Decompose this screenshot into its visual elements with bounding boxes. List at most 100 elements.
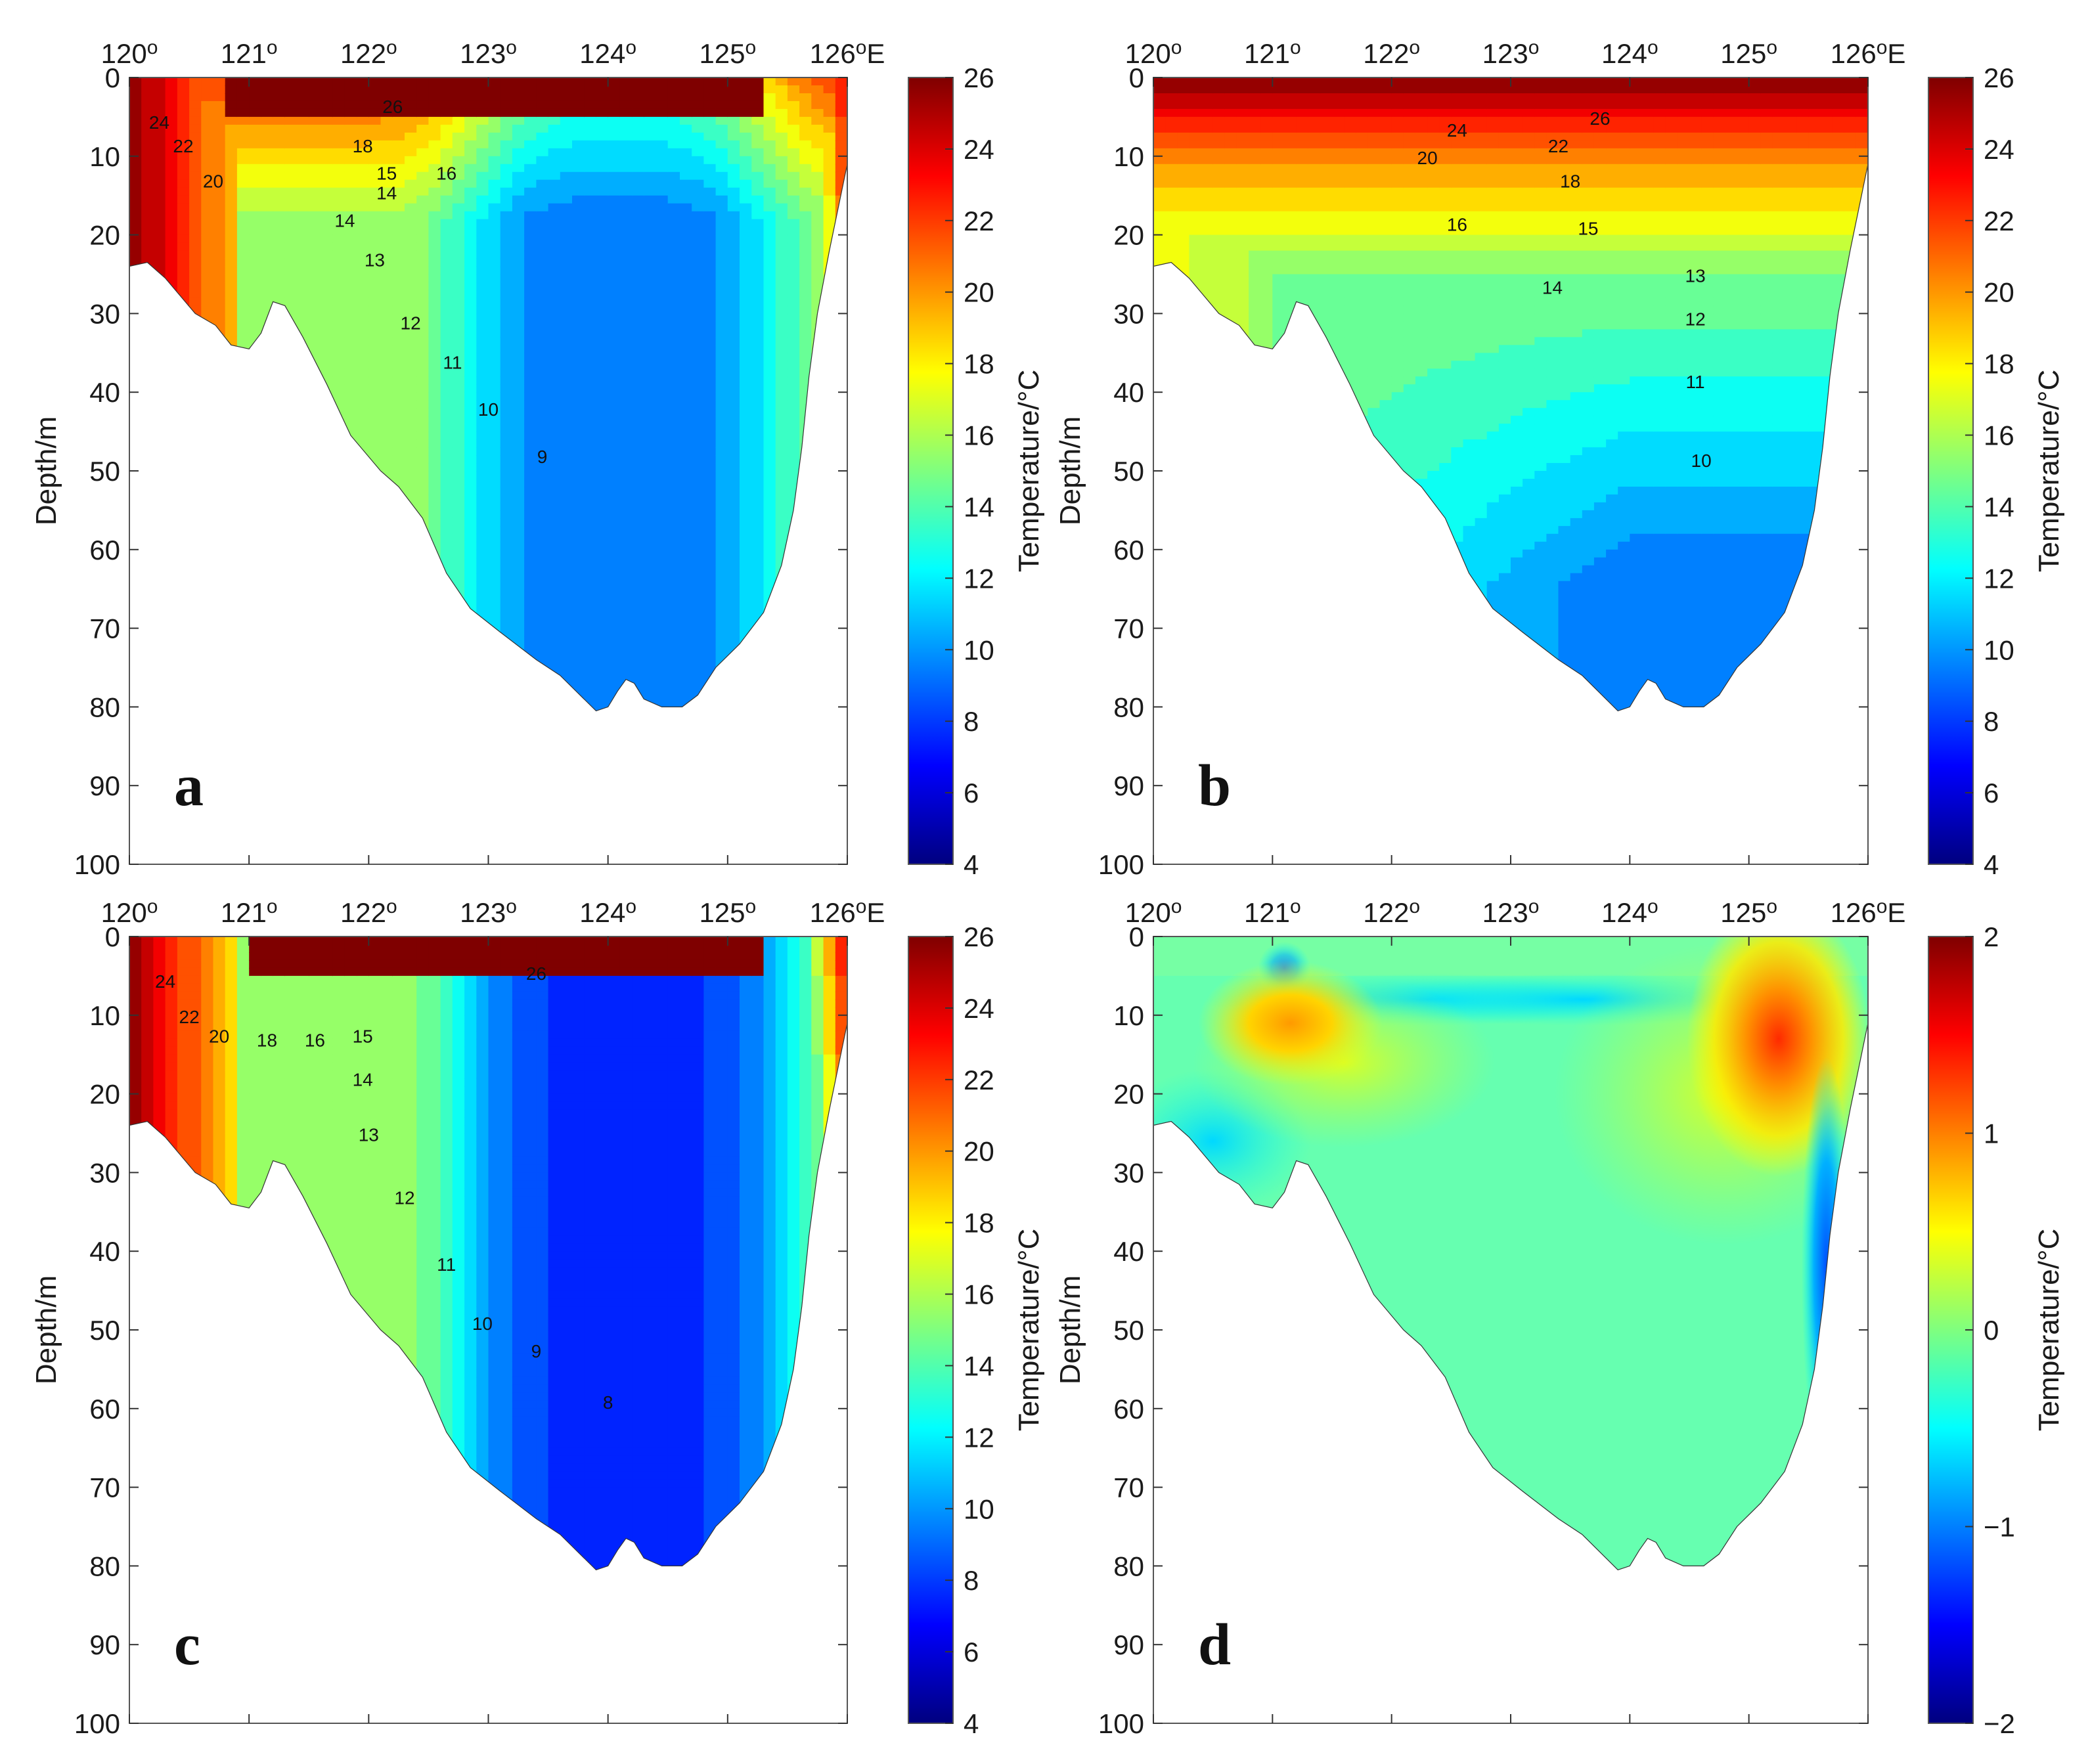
temperature-cell (763, 77, 776, 86)
temperature-cell (189, 298, 202, 307)
temperature-cell (667, 533, 680, 542)
temperature-cell (488, 250, 501, 259)
temperature-cell (680, 424, 692, 432)
temperature-cell (273, 518, 286, 527)
temperature-cell (584, 234, 597, 244)
temperature-cell (225, 313, 238, 322)
temperature-cell (787, 573, 800, 582)
temperature-cell (416, 219, 430, 228)
temperature-cell (823, 549, 836, 558)
temperature-cell (165, 156, 178, 165)
temperature-cell (201, 628, 214, 637)
temperature-cell (129, 282, 142, 291)
temperature-cell (129, 636, 142, 645)
temperature-cell (751, 510, 765, 519)
temperature-cell (141, 171, 154, 181)
temperature-cell (297, 211, 309, 220)
temperature-cell (165, 329, 178, 338)
temperature-cell (321, 455, 334, 464)
temperature-cell (332, 667, 345, 676)
temperature-cell (775, 392, 788, 401)
temperature-cell (835, 108, 847, 118)
temperature-cell (632, 156, 645, 165)
temperature-cell (273, 93, 286, 102)
temperature-cell (799, 266, 812, 275)
temperature-cell (177, 581, 190, 590)
temperature-cell (823, 463, 836, 472)
temperature-cell (213, 659, 226, 669)
temperature-cell (405, 242, 417, 252)
temperature-cell (213, 636, 226, 645)
temperature-cell (548, 93, 561, 102)
temperature-cell (476, 384, 489, 393)
temperature-cell (763, 533, 776, 542)
temperature-cell (153, 408, 166, 416)
temperature-cell (368, 282, 382, 291)
temperature-cell (416, 345, 430, 354)
temperature-cell (344, 195, 357, 204)
temperature-cell (464, 187, 478, 196)
temperature-cell (536, 361, 549, 370)
temperature-cell (715, 416, 728, 424)
temperature-cell (357, 148, 370, 157)
temperature-cell (764, 715, 776, 723)
temperature-cell (177, 699, 190, 708)
temperature-cell (775, 329, 788, 338)
temperature-cell (751, 148, 765, 157)
temperature-cell (488, 164, 501, 173)
temperature-cell (177, 258, 190, 267)
temperature-cell (667, 604, 680, 613)
temperature-cell (452, 156, 465, 165)
temperature-cell (727, 487, 740, 495)
temperature-cell (297, 573, 309, 582)
temperature-cell (692, 502, 705, 511)
temperature-cell (201, 722, 213, 731)
temperature-cell (536, 148, 549, 157)
temperature-cell (692, 628, 705, 637)
temperature-cell (261, 250, 274, 259)
temperature-cell (608, 211, 621, 220)
temperature-cell (584, 659, 597, 669)
temperature-cell (452, 361, 465, 370)
temperature-cell (703, 455, 717, 464)
temperature-cell (416, 510, 430, 519)
temperature-cell (656, 565, 669, 574)
temperature-cell (823, 337, 836, 346)
temperature-cell (799, 644, 812, 653)
temperature-cell (368, 416, 382, 424)
temperature-cell (703, 581, 717, 590)
temperature-cell (823, 573, 836, 582)
temperature-cell (141, 471, 154, 479)
temperature-cell (596, 510, 609, 519)
temperature-cell (345, 715, 357, 723)
temperature-cell (153, 242, 166, 252)
temperature-cell (524, 148, 537, 157)
temperature-cell (740, 604, 752, 613)
temperature-cell (464, 699, 478, 708)
temperature-cell (823, 439, 836, 448)
temperature-cell (416, 502, 430, 511)
temperature-cell (464, 628, 478, 637)
temperature-cell (309, 321, 322, 330)
temperature-cell (715, 667, 728, 676)
temperature-cell (333, 722, 345, 731)
temperature-cell (560, 266, 573, 275)
temperature-cell (261, 651, 274, 661)
temperature-cell (344, 234, 357, 244)
temperature-cell (249, 581, 262, 590)
temperature-cell (619, 321, 633, 330)
temperature-cell (309, 274, 322, 283)
temperature-cell (727, 408, 740, 416)
temperature-cell (261, 345, 274, 354)
temperature-cell (608, 612, 621, 621)
temperature-cell (596, 148, 609, 157)
temperature-cell (476, 549, 489, 558)
temperature-cell (835, 337, 847, 346)
temperature-cell (524, 305, 537, 315)
temperature-cell (548, 691, 561, 700)
temperature-cell (488, 274, 501, 283)
temperature-cell (344, 116, 357, 125)
temperature-cell (177, 533, 190, 542)
temperature-cell (632, 164, 645, 173)
temperature-cell (440, 471, 453, 479)
